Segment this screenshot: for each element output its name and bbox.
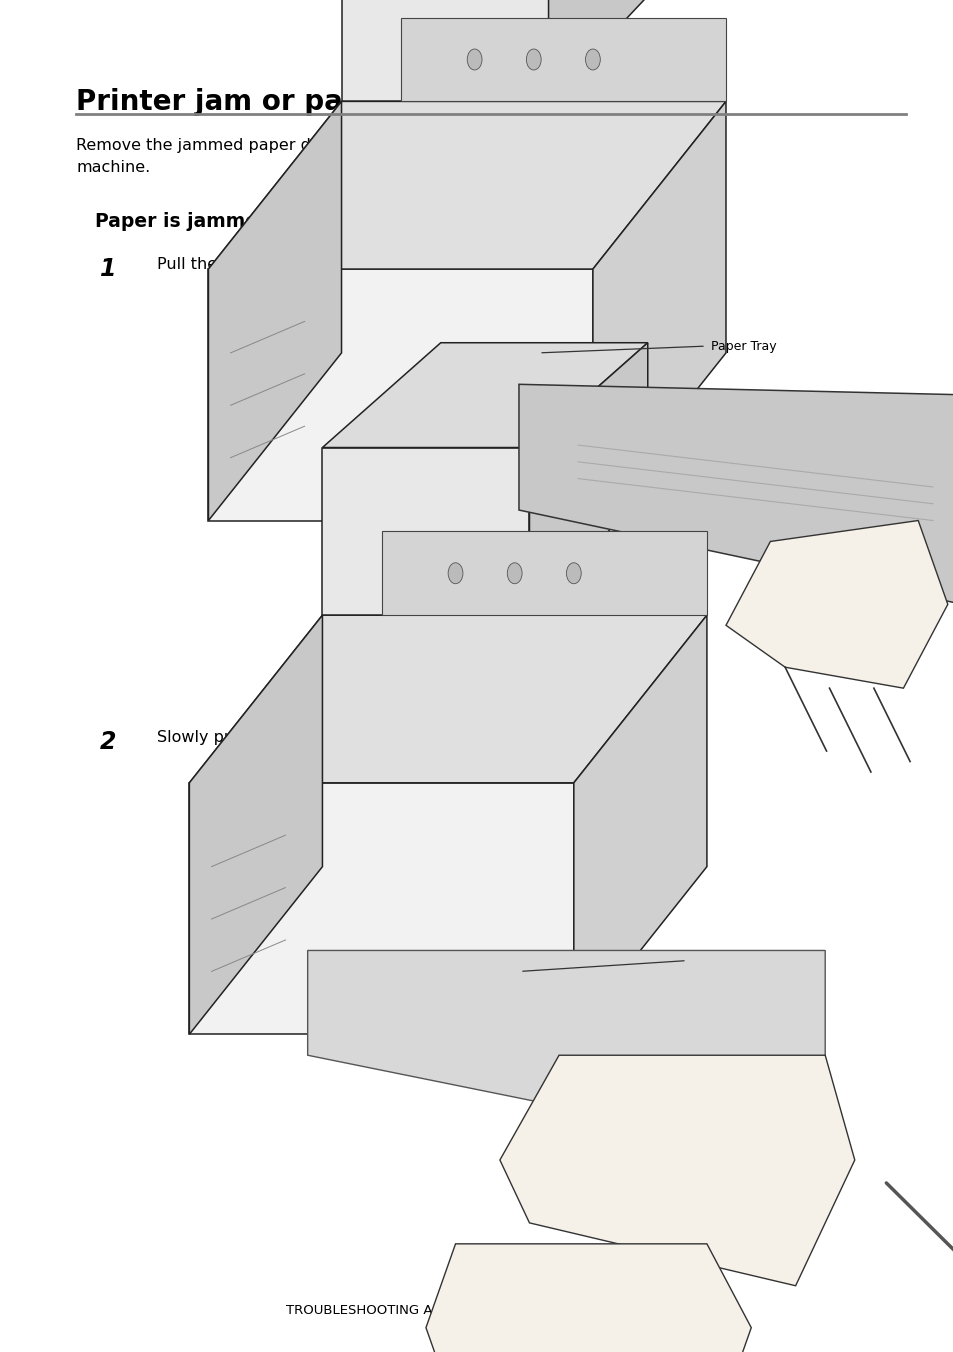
Polygon shape [400,18,725,101]
Polygon shape [381,531,706,615]
Circle shape [507,562,521,584]
Polygon shape [307,950,824,1160]
Polygon shape [499,1055,854,1286]
Polygon shape [400,406,592,500]
Polygon shape [592,101,725,521]
Text: Printer jam or paper jam: Printer jam or paper jam [76,88,462,116]
Text: Pull the paper tray out of the machine.: Pull the paper tray out of the machine. [157,257,470,272]
Text: Paper is jammed inside the paper tray: Paper is jammed inside the paper tray [95,212,500,231]
Polygon shape [322,448,529,615]
Polygon shape [322,342,647,448]
Text: 2: 2 [100,730,116,754]
Polygon shape [208,269,592,521]
Text: TROUBLESHOOTING AND ROUTINE MAINTENANCE   12 - 6: TROUBLESHOOTING AND ROUTINE MAINTENANCE … [286,1303,667,1317]
Polygon shape [548,0,666,101]
Polygon shape [341,0,548,101]
Text: Slowly pull out the jammed paper to remove it.: Slowly pull out the jammed paper to remo… [157,730,537,745]
Polygon shape [208,101,725,269]
Text: Remove the jammed paper depending on where it is jammed in the
machine.: Remove the jammed paper depending on whe… [76,138,621,176]
Polygon shape [208,101,341,521]
Text: Jammed paper: Jammed paper [691,955,782,967]
Polygon shape [189,615,322,1034]
Circle shape [448,562,462,584]
Polygon shape [189,783,574,1034]
Polygon shape [529,342,647,615]
Polygon shape [725,521,947,688]
Circle shape [585,49,599,70]
Polygon shape [189,615,706,783]
Text: 1: 1 [100,257,116,281]
Circle shape [467,49,481,70]
Circle shape [526,49,540,70]
Circle shape [566,562,580,584]
Polygon shape [574,615,706,1034]
Polygon shape [518,384,953,604]
Polygon shape [425,1244,751,1352]
Text: Paper Tray: Paper Tray [710,339,776,353]
